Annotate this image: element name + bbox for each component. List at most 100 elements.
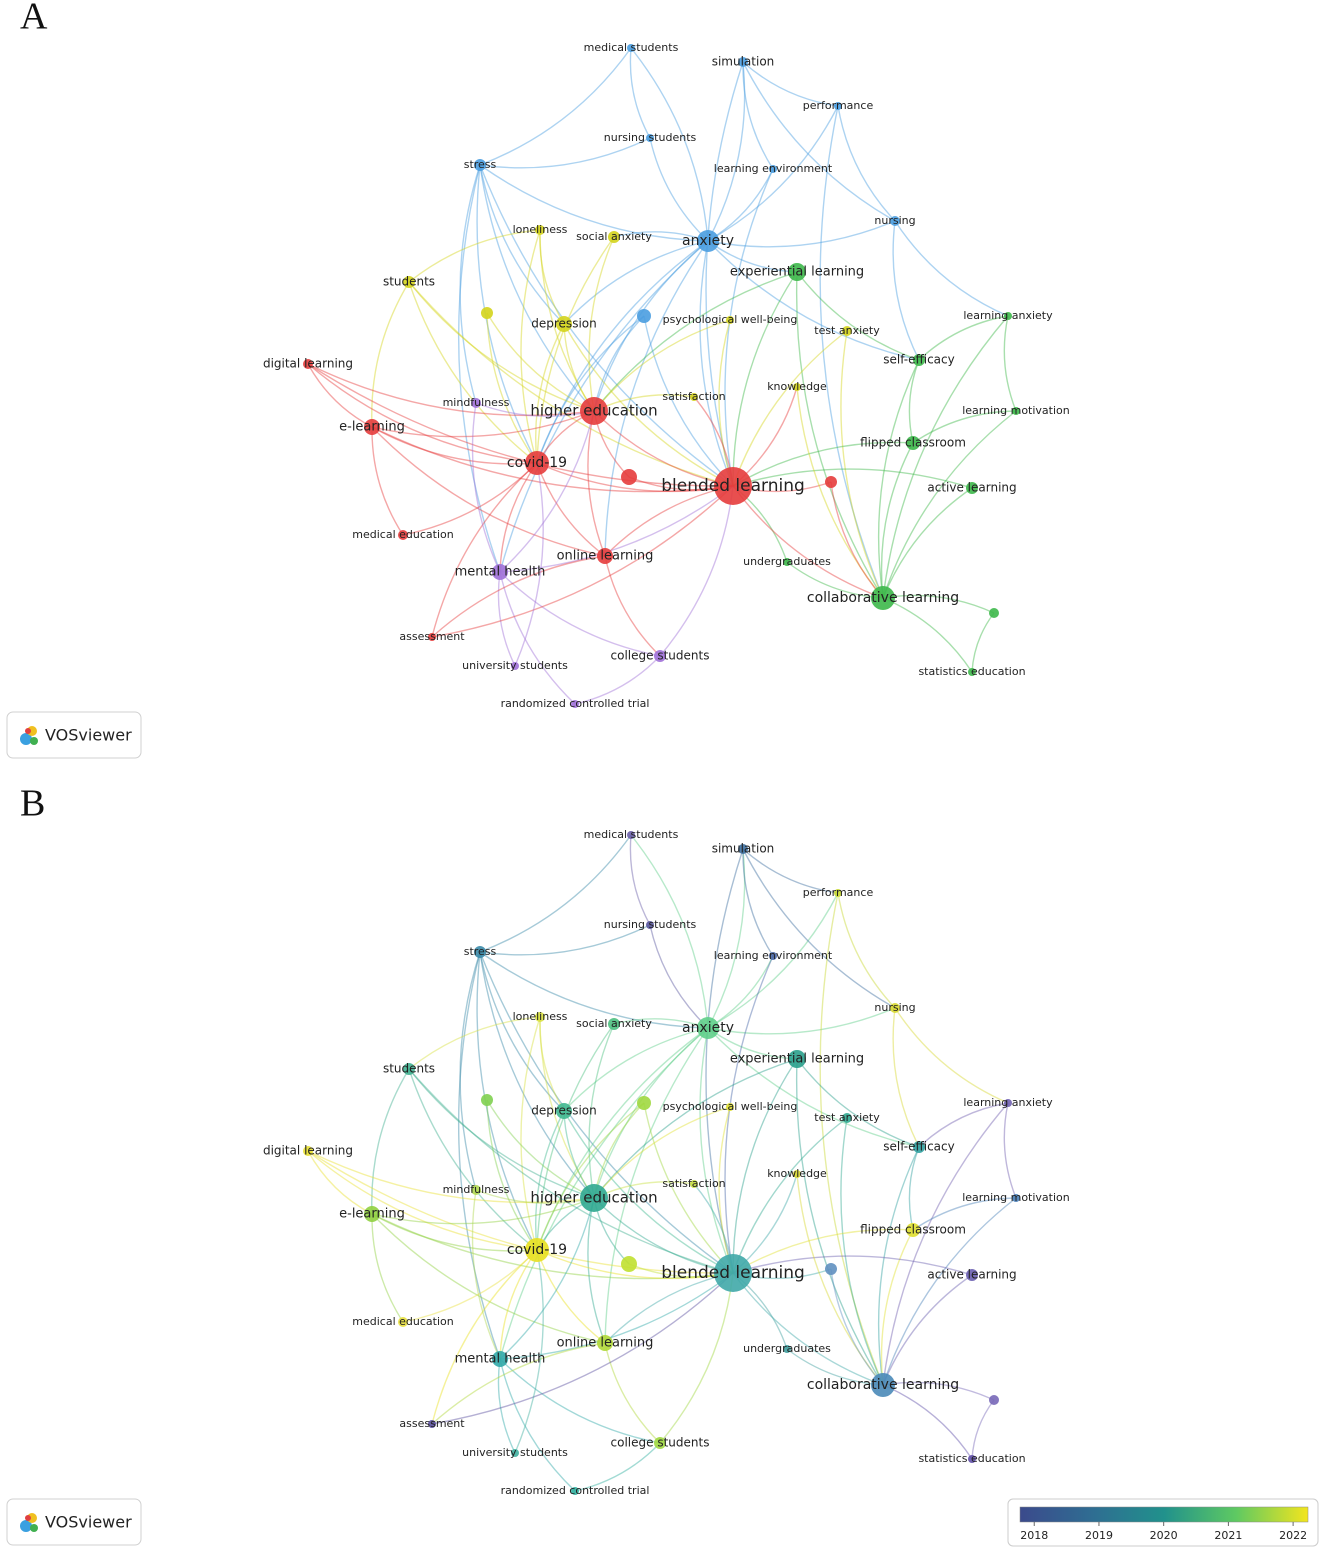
node-label: students <box>383 275 435 289</box>
edge <box>837 892 896 1009</box>
edge <box>459 164 481 404</box>
edge <box>732 468 973 489</box>
node <box>1004 1099 1012 1107</box>
edge <box>796 271 920 361</box>
node-label: digital learning <box>263 357 353 371</box>
node <box>580 1184 608 1212</box>
node-label: learning motivation <box>962 1191 1070 1204</box>
edge <box>840 330 884 599</box>
edge <box>587 410 606 557</box>
node <box>525 1238 549 1262</box>
edge <box>408 281 734 487</box>
edge <box>408 1068 734 1274</box>
node-label: anxiety <box>682 1020 734 1036</box>
node <box>714 467 752 505</box>
edge <box>408 229 541 283</box>
edge <box>307 1150 595 1204</box>
edge <box>479 137 651 169</box>
logo-icon <box>25 728 31 734</box>
edge <box>371 1213 404 1323</box>
node-label: college students <box>611 649 710 663</box>
edge <box>588 236 615 412</box>
edge <box>307 1150 734 1274</box>
edge <box>408 281 595 412</box>
edge <box>882 1384 973 1460</box>
edge <box>371 1213 606 1344</box>
node <box>871 1373 895 1397</box>
edge <box>912 410 1017 444</box>
node <box>714 1254 752 1292</box>
node-label: blended learning <box>661 476 805 496</box>
legend-bar <box>1019 1506 1309 1523</box>
node <box>834 889 842 897</box>
node-label: flipped classroom <box>860 1223 966 1237</box>
node-label: psychological well-being <box>663 1100 798 1113</box>
node <box>1004 312 1012 320</box>
node <box>697 230 719 252</box>
node-label: stress <box>464 945 497 958</box>
edge <box>536 1249 734 1280</box>
edge <box>588 1023 615 1199</box>
node <box>571 1487 579 1495</box>
edge <box>371 281 410 428</box>
edge <box>307 363 734 487</box>
node-label: active learning <box>927 481 1016 495</box>
node-label: blended learning <box>661 1263 805 1283</box>
edge <box>497 571 516 667</box>
edge <box>1003 1102 1017 1199</box>
node <box>783 558 791 566</box>
node <box>769 952 777 960</box>
node-label: nursing <box>874 214 915 227</box>
edge <box>402 1249 538 1323</box>
edge <box>894 1007 1009 1104</box>
edge <box>479 951 565 1112</box>
logo-icon <box>20 733 32 745</box>
network: medical students simulation performance nur… <box>263 828 1070 1497</box>
node-label: knowledge <box>767 380 827 393</box>
edge <box>912 1197 1017 1231</box>
edge <box>593 319 731 412</box>
node <box>890 1003 900 1013</box>
panel-label: A <box>20 0 48 38</box>
node <box>621 1256 637 1272</box>
node-label: learning anxiety <box>963 1096 1053 1109</box>
edge <box>732 1272 884 1386</box>
node <box>906 1223 920 1237</box>
node-label: higher education <box>530 402 657 420</box>
edge <box>539 229 565 325</box>
edge <box>457 951 501 1360</box>
edge <box>630 834 709 1029</box>
edge <box>431 1342 606 1425</box>
node <box>966 1269 978 1281</box>
edge <box>471 1189 501 1360</box>
edge <box>908 359 920 444</box>
edge <box>499 485 734 573</box>
edge <box>486 1099 538 1251</box>
node <box>556 316 572 332</box>
node <box>428 633 436 641</box>
edge <box>732 1058 798 1274</box>
node <box>398 1317 408 1327</box>
edge <box>742 848 896 1009</box>
edge <box>882 594 995 614</box>
node-label: loneliness <box>513 223 568 236</box>
edge <box>819 892 884 1386</box>
node <box>890 216 900 226</box>
node <box>535 225 545 235</box>
node <box>428 1420 436 1428</box>
node <box>842 326 852 336</box>
node <box>825 1263 837 1275</box>
edge <box>536 1102 645 1251</box>
node-label: university students <box>462 1446 568 1459</box>
edge <box>796 1058 920 1148</box>
node-label: learning environment <box>714 162 833 175</box>
edge <box>536 1249 606 1344</box>
edge <box>830 481 884 599</box>
edge <box>574 1442 661 1492</box>
edge <box>479 164 595 412</box>
node-label: learning environment <box>714 949 833 962</box>
node <box>637 1096 651 1110</box>
edge <box>499 240 709 573</box>
node-label: undergraduates <box>743 555 831 568</box>
